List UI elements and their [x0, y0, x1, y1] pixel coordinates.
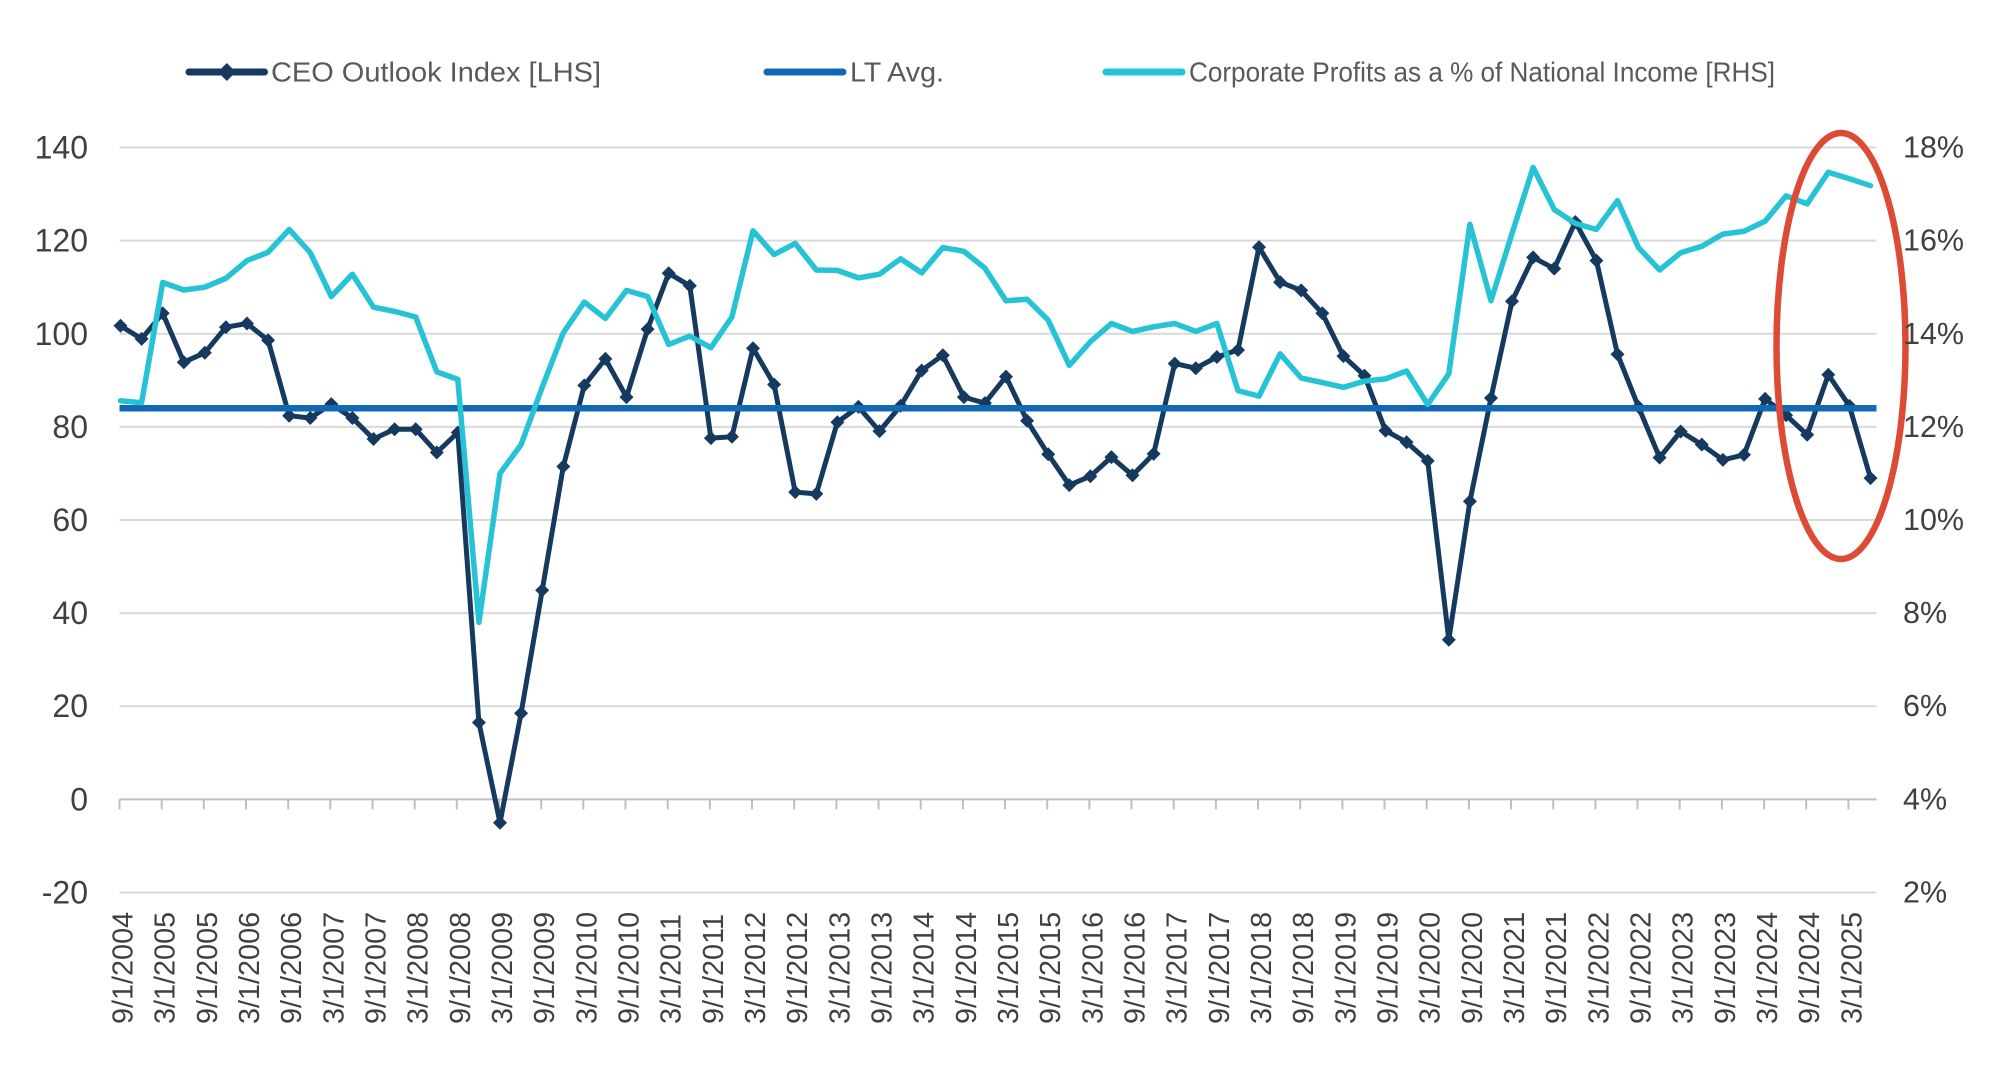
svg-text:9/1/2020: 9/1/2020: [1457, 912, 1489, 1024]
svg-text:Corporate Profits as a % of Na: Corporate Profits as a % of National Inc…: [1189, 57, 1775, 88]
svg-text:3/1/2015: 3/1/2015: [993, 912, 1025, 1024]
svg-text:LT Avg.: LT Avg.: [850, 57, 944, 88]
svg-text:12%: 12%: [1903, 410, 1964, 444]
svg-text:3/1/2016: 3/1/2016: [1077, 912, 1109, 1024]
svg-text:3/1/2023: 3/1/2023: [1668, 912, 1700, 1024]
svg-text:9/1/2017: 9/1/2017: [1204, 912, 1236, 1024]
svg-text:9/1/2023: 9/1/2023: [1710, 912, 1742, 1024]
svg-text:-20: -20: [42, 875, 88, 911]
svg-text:60: 60: [52, 502, 88, 538]
svg-text:2%: 2%: [1903, 876, 1947, 910]
svg-text:3/1/2010: 3/1/2010: [571, 912, 603, 1024]
svg-text:0: 0: [70, 781, 88, 817]
svg-text:3/1/2022: 3/1/2022: [1583, 912, 1615, 1024]
svg-text:6%: 6%: [1903, 689, 1947, 723]
svg-text:3/1/2009: 3/1/2009: [487, 912, 519, 1024]
svg-text:9/1/2005: 9/1/2005: [192, 912, 224, 1024]
svg-text:9/1/2013: 9/1/2013: [867, 912, 899, 1024]
svg-text:9/1/2022: 9/1/2022: [1626, 912, 1658, 1024]
svg-text:4%: 4%: [1903, 782, 1947, 816]
svg-text:9/1/2012: 9/1/2012: [782, 912, 814, 1024]
svg-text:40: 40: [52, 595, 88, 631]
svg-text:9/1/2016: 9/1/2016: [1120, 912, 1152, 1024]
svg-text:10%: 10%: [1903, 503, 1964, 537]
svg-text:9/1/2008: 9/1/2008: [445, 912, 477, 1024]
svg-text:9/1/2010: 9/1/2010: [614, 912, 646, 1024]
svg-text:9/1/2007: 9/1/2007: [361, 912, 393, 1024]
svg-text:9/1/2015: 9/1/2015: [1035, 912, 1067, 1024]
svg-text:120: 120: [35, 223, 88, 259]
svg-text:3/1/2019: 3/1/2019: [1330, 912, 1362, 1024]
svg-text:3/1/2006: 3/1/2006: [234, 912, 266, 1024]
svg-text:9/1/2019: 9/1/2019: [1373, 912, 1405, 1024]
svg-text:3/1/2013: 3/1/2013: [824, 912, 856, 1024]
svg-text:3/1/2008: 3/1/2008: [403, 912, 435, 1024]
svg-text:100: 100: [35, 316, 88, 352]
svg-text:3/1/2007: 3/1/2007: [318, 912, 350, 1024]
svg-text:9/1/2004: 9/1/2004: [108, 912, 140, 1024]
svg-text:9/1/2014: 9/1/2014: [951, 912, 983, 1024]
svg-text:3/1/2011: 3/1/2011: [656, 914, 688, 1024]
svg-text:3/1/2005: 3/1/2005: [150, 912, 182, 1024]
svg-text:3/1/2024: 3/1/2024: [1752, 912, 1784, 1024]
svg-text:3/1/2020: 3/1/2020: [1415, 912, 1447, 1024]
svg-text:3/1/2025: 3/1/2025: [1836, 912, 1868, 1024]
svg-text:9/1/2021: 9/1/2021: [1541, 912, 1573, 1024]
svg-text:3/1/2012: 3/1/2012: [740, 912, 772, 1024]
svg-text:16%: 16%: [1903, 224, 1964, 258]
svg-text:9/1/2011: 9/1/2011: [698, 914, 730, 1024]
svg-text:14%: 14%: [1903, 317, 1964, 351]
svg-text:3/1/2014: 3/1/2014: [909, 912, 941, 1024]
svg-text:3/1/2017: 3/1/2017: [1162, 912, 1194, 1024]
svg-text:3/1/2021: 3/1/2021: [1499, 912, 1531, 1024]
svg-text:9/1/2006: 9/1/2006: [276, 912, 308, 1024]
svg-text:8%: 8%: [1903, 596, 1947, 630]
svg-text:18%: 18%: [1903, 131, 1964, 165]
svg-text:CEO Outlook Index [LHS]: CEO Outlook Index [LHS]: [271, 57, 601, 88]
svg-text:9/1/2018: 9/1/2018: [1288, 912, 1320, 1024]
svg-text:9/1/2009: 9/1/2009: [529, 912, 561, 1024]
svg-text:140: 140: [35, 130, 88, 166]
svg-text:80: 80: [52, 409, 88, 445]
svg-text:20: 20: [52, 688, 88, 724]
svg-text:9/1/2024: 9/1/2024: [1794, 912, 1826, 1024]
svg-text:3/1/2018: 3/1/2018: [1246, 912, 1278, 1024]
